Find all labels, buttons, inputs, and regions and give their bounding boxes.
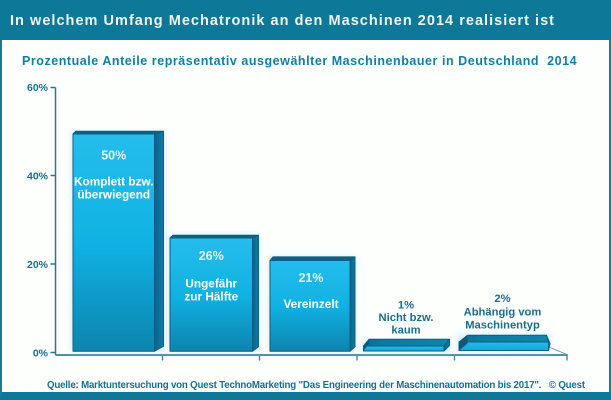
svg-text:20%: 20% bbox=[27, 259, 49, 271]
svg-text:Nicht bzw.: Nicht bzw. bbox=[379, 312, 434, 324]
svg-text:40%: 40% bbox=[27, 171, 49, 183]
svg-text:zur Hälfte: zur Hälfte bbox=[184, 290, 238, 304]
svg-text:60%: 60% bbox=[27, 82, 49, 94]
svg-text:Ungefähr: Ungefähr bbox=[185, 277, 237, 291]
svg-text:50%: 50% bbox=[101, 149, 126, 163]
svg-text:0%: 0% bbox=[33, 348, 49, 360]
svg-text:2%: 2% bbox=[494, 293, 510, 305]
svg-text:Abhängig vom: Abhängig vom bbox=[464, 307, 542, 319]
svg-text:Maschinentyp: Maschinentyp bbox=[465, 320, 540, 332]
svg-text:Vereinzelt: Vereinzelt bbox=[283, 297, 338, 311]
svg-text:1%: 1% bbox=[398, 300, 414, 312]
svg-text:überwiegend: überwiegend bbox=[77, 188, 150, 202]
svg-text:21%: 21% bbox=[298, 271, 323, 285]
svg-text:kaum: kaum bbox=[391, 325, 420, 337]
svg-text:26%: 26% bbox=[199, 249, 224, 263]
svg-text:Komplett bzw.: Komplett bzw. bbox=[74, 175, 154, 189]
